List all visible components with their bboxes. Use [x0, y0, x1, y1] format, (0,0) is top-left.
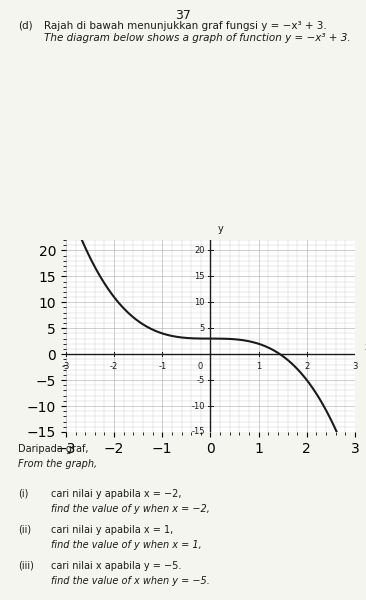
Text: 0: 0: [198, 362, 203, 371]
Text: 37: 37: [175, 9, 191, 22]
Text: (d): (d): [18, 21, 33, 31]
Text: -10: -10: [191, 401, 205, 410]
Text: Rajah di bawah menunjukkan graf fungsi y = −x³ + 3.: Rajah di bawah menunjukkan graf fungsi y…: [44, 21, 327, 31]
Text: find the value of y when x = 1,: find the value of y when x = 1,: [51, 540, 202, 550]
Text: 2: 2: [304, 362, 310, 371]
Text: -15: -15: [191, 427, 205, 436]
Text: (i): (i): [18, 489, 29, 499]
Text: 10: 10: [194, 298, 205, 307]
Text: cari nilai y apabila x = −2,: cari nilai y apabila x = −2,: [51, 489, 182, 499]
Text: 5: 5: [199, 324, 205, 333]
Text: 3: 3: [352, 362, 358, 371]
Text: 1: 1: [256, 362, 261, 371]
Text: From the graph,: From the graph,: [18, 459, 97, 469]
Text: cari nilai x apabila y = −5.: cari nilai x apabila y = −5.: [51, 561, 182, 571]
Text: x: x: [365, 342, 366, 352]
Text: The diagram below shows a graph of function y = −x³ + 3.: The diagram below shows a graph of funct…: [44, 33, 351, 43]
Text: (iii): (iii): [18, 561, 34, 571]
Text: -5: -5: [197, 376, 205, 385]
Text: cari nilai y apabila x = 1,: cari nilai y apabila x = 1,: [51, 525, 173, 535]
Text: Daripada graf,: Daripada graf,: [18, 444, 89, 454]
Text: 20: 20: [194, 246, 205, 255]
Text: -1: -1: [158, 362, 167, 371]
Text: -2: -2: [110, 362, 118, 371]
Text: find the value of y when x = −2,: find the value of y when x = −2,: [51, 504, 210, 514]
Text: 15: 15: [194, 272, 205, 281]
Text: -3: -3: [62, 362, 70, 371]
Text: y: y: [218, 224, 223, 234]
Text: find the value of x when y = −5.: find the value of x when y = −5.: [51, 576, 210, 586]
Text: (ii): (ii): [18, 525, 31, 535]
